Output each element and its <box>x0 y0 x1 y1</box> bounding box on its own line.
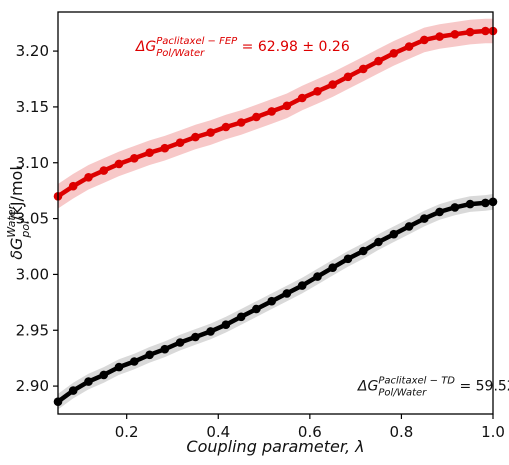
series-2-point <box>404 222 414 231</box>
series-2-point <box>435 207 444 217</box>
annotation-value: = 62.98 ± 0.26 <box>237 39 350 55</box>
series-2-point <box>206 327 215 336</box>
x-axis-label: Coupling parameter, λ <box>186 437 364 456</box>
series-2-point <box>99 370 109 380</box>
series-1-point <box>191 132 200 142</box>
series-1-point <box>420 35 429 45</box>
series-1-point <box>160 143 170 153</box>
y-tick-label: 2.95 <box>16 321 49 339</box>
series-2-point <box>420 214 429 223</box>
series-2-point <box>68 386 78 395</box>
y-tick-label: 3.15 <box>16 98 49 116</box>
series-points <box>53 26 498 407</box>
series-2-point <box>389 229 399 239</box>
y-axis-label: δGWaterpol/kJ/mol <box>5 166 32 260</box>
series-1-point <box>114 159 124 169</box>
series-2-point <box>359 246 368 256</box>
annotation-subscript: Pol/Water <box>378 388 427 399</box>
series-2-point <box>130 357 139 366</box>
series-1-point <box>389 49 399 58</box>
y-axis-label-subscript: pol <box>19 221 32 239</box>
series-1-point <box>359 64 368 74</box>
series-2-point <box>267 296 277 306</box>
series-1-point <box>343 72 353 82</box>
confidence-bands <box>58 18 493 410</box>
series-1-point <box>404 42 414 51</box>
series-2-point <box>114 362 124 372</box>
series-1-point <box>130 154 139 163</box>
annotation-subscript: Pol/Water <box>156 48 205 59</box>
series-2-point <box>343 254 353 264</box>
series-1-point <box>175 138 185 147</box>
annotation-1: ΔGPaclitaxel − FEP Pol/Water = 62.98 ± 0.… <box>135 36 350 59</box>
y-axis-label-unit: /kJ/mol <box>7 166 26 221</box>
y-tick-label: 3.20 <box>16 42 49 60</box>
series-1-point <box>68 181 78 191</box>
annotation-superscript: Paclitaxel − TD <box>378 376 455 387</box>
series-1-point <box>267 107 277 116</box>
y-axis-label-main: δG <box>7 238 26 260</box>
series-2-point <box>465 199 475 209</box>
series-1-point <box>99 166 109 175</box>
series-2-point <box>481 198 490 208</box>
annotation-symbol: ΔG <box>135 39 157 55</box>
series-2-point <box>450 203 460 212</box>
series-2-point <box>145 350 154 360</box>
x-axis-label-symbol: λ <box>354 437 364 456</box>
series-1-point <box>282 101 292 111</box>
series-2-point <box>160 344 170 354</box>
series-1-point <box>374 56 383 66</box>
series-1-point <box>206 128 215 137</box>
series-2-point <box>221 320 231 330</box>
y-tick-label: 3.05 <box>16 210 49 228</box>
plot-frame <box>57 11 494 415</box>
annotations: ΔGPaclitaxel − FEP Pol/Water = 62.98 ± 0.… <box>135 36 509 398</box>
series-2-point <box>175 338 185 347</box>
y-tick-label: 2.90 <box>16 377 49 395</box>
y-axis-ticks: 2.90 2.95 3.00 3.05 3.10 3.15 3.20 <box>16 42 58 395</box>
series-2-point <box>236 312 246 322</box>
series-1-point <box>465 27 475 37</box>
series-1-point <box>221 122 231 132</box>
annotation-superscript: Paclitaxel − FEP <box>156 36 238 47</box>
series-2-point <box>374 237 383 247</box>
series-1-point <box>450 30 460 39</box>
x-axis-label-main: Coupling parameter, <box>186 437 355 456</box>
series-1-point <box>252 112 261 122</box>
x-axis-ticks: 0.2 0.4 0.6 0.8 1.0 <box>115 414 505 441</box>
series-1-point <box>236 118 246 127</box>
series-1-point <box>313 87 322 96</box>
series-1-point <box>435 32 444 41</box>
series-2-point <box>191 332 200 342</box>
series-1-point <box>84 173 93 182</box>
x-tick-label: 0.4 <box>206 423 230 441</box>
series-1-band <box>58 18 493 209</box>
series-2-point <box>252 304 261 314</box>
annotation-symbol: ΔG <box>357 379 379 395</box>
series-2-point <box>313 272 322 281</box>
series-2-point <box>282 289 292 298</box>
series-2-point <box>84 377 93 386</box>
y-tick-label: 3.00 <box>16 265 49 283</box>
x-tick-label: 1.0 <box>481 423 505 441</box>
series-1-point <box>297 93 307 103</box>
annotation-value: = 59.52 ± 0.1 <box>455 379 509 395</box>
series-2-point <box>297 281 307 290</box>
series-1-point <box>145 148 154 157</box>
x-tick-label: 0.8 <box>389 423 413 441</box>
y-tick-label: 3.10 <box>16 154 49 172</box>
x-tick-label: 0.6 <box>298 423 322 441</box>
series-1-point <box>328 80 338 89</box>
x-tick-label: 0.2 <box>115 423 139 441</box>
y-axis-label-superscript: Water <box>5 203 18 237</box>
series-2-point <box>328 263 338 273</box>
series-1-point <box>481 26 490 36</box>
